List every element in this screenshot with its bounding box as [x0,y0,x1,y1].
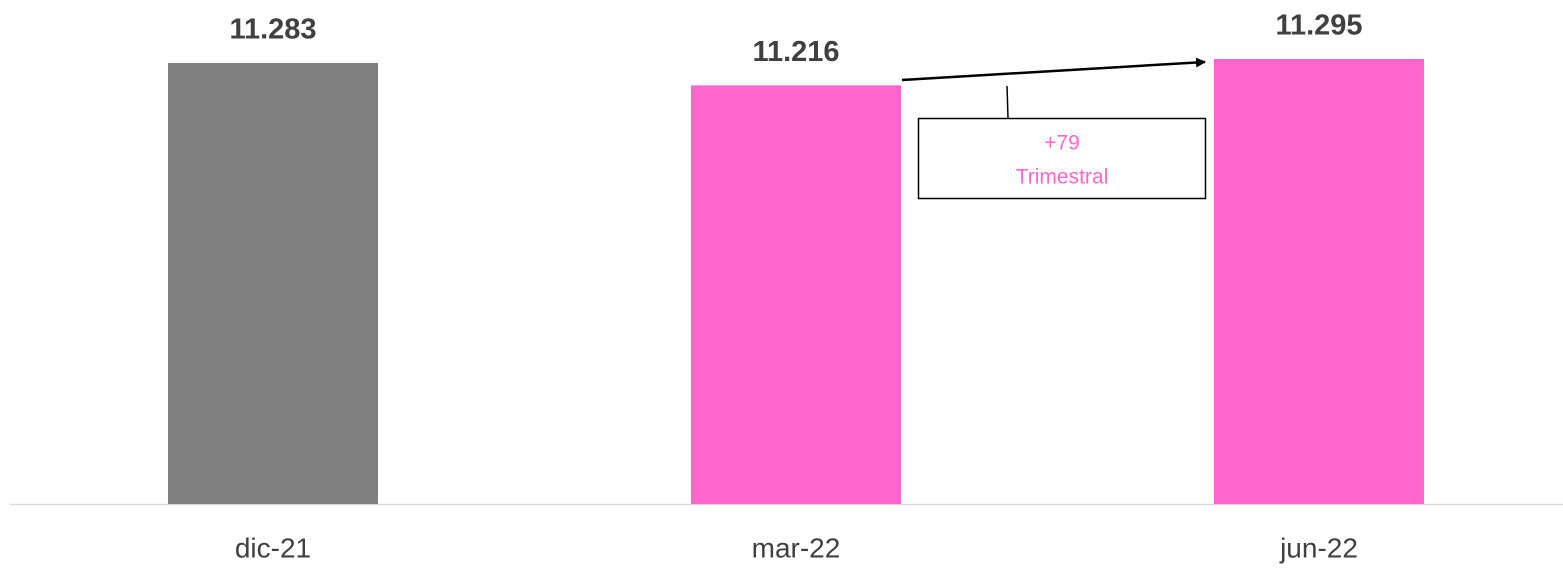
x-tick-label: mar-22 [752,532,841,563]
callout-line [1006,85,1009,119]
value-label: 11.283 [229,14,316,46]
annotation: +79 [1044,132,1080,155]
bar [1214,59,1424,504]
annotation: Trimestral [1016,166,1109,189]
arrow [901,57,1206,82]
callout-box [917,117,1207,200]
bar [691,85,901,504]
x-tick-label: dic-21 [235,532,311,563]
bar [168,63,378,504]
x-tick-label: jun-22 [1279,532,1358,563]
value-label: 11.216 [752,36,839,68]
value-label: 11.295 [1275,10,1362,42]
